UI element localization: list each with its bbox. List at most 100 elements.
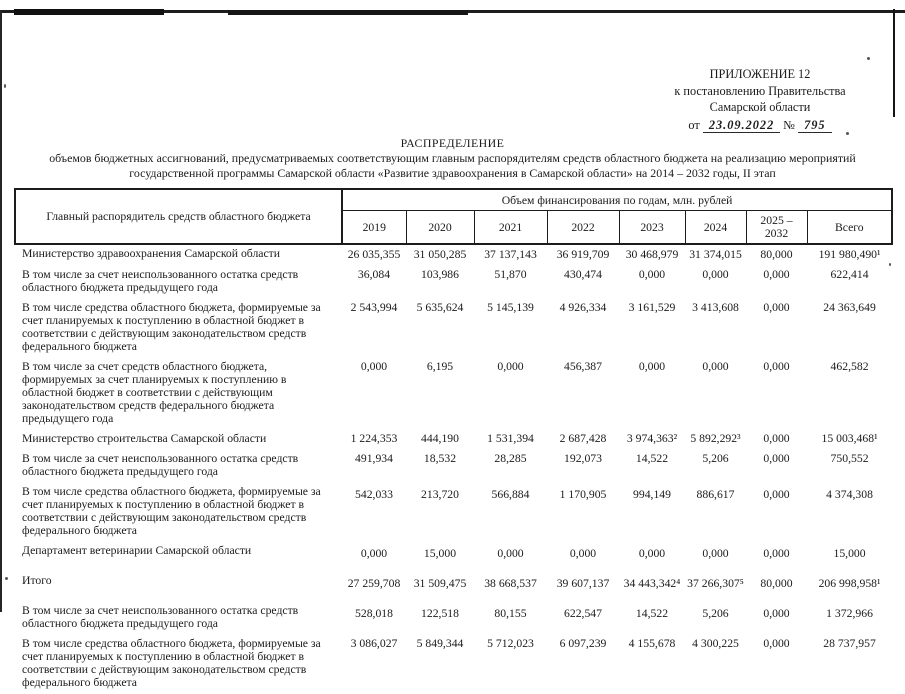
value-cell: 3 413,608: [692, 301, 739, 314]
value-cell: 3 086,027: [350, 637, 398, 650]
table-header-row: Главный распорядитель средств областного…: [14, 188, 894, 245]
value-cell: 5 635,624: [416, 301, 464, 314]
value-cell: 0,000: [638, 360, 666, 373]
date-from-label: от: [688, 117, 700, 132]
value-cell: 542,033: [355, 488, 393, 501]
value-cell: 0,000: [763, 637, 790, 650]
table-row: В том числе средства областного бюджета,…: [15, 635, 892, 694]
table-row: В том числе средства областного бюджета,…: [15, 299, 892, 358]
table-row: В том числе за счет неиспользованного ос…: [15, 602, 892, 635]
scan-speck: [4, 84, 6, 88]
header-year-2025-2032: 2025 – 2032: [745, 210, 808, 245]
value-cell: 0,000: [763, 547, 790, 560]
appendix-date-line: от 23.09.2022 № 795: [625, 117, 895, 134]
value-cell: 0,000: [360, 360, 388, 373]
value-cell: 31 374,015: [689, 248, 742, 261]
value-cell: 0,000: [638, 268, 666, 281]
value-cell: 0,000: [763, 607, 790, 620]
value-cell: 0,000: [638, 547, 666, 560]
number-sign: №: [783, 117, 796, 132]
table-row: В том числе за счет неиспользованного ос…: [15, 450, 892, 483]
value-cell: 27 259,708: [347, 577, 401, 590]
value-cell: 0,000: [763, 360, 790, 373]
value-cell: 15 003,468¹: [821, 432, 878, 445]
value-cell: 213,720: [421, 488, 459, 501]
appendix-line2: к постановлению Правительства: [674, 83, 846, 98]
row-label: Департамент ветеринарии Самарской област…: [22, 544, 252, 557]
value-cell: 622,414: [830, 268, 869, 281]
header-total: Всего: [806, 210, 894, 245]
table-row-total: Итого 27 259,708 31 509,475 38 668,537 3…: [15, 572, 892, 602]
handwritten-date: 23.09.2022: [702, 117, 781, 133]
value-cell: 15,000: [833, 547, 866, 560]
scan-speck: [867, 57, 870, 60]
value-cell: 0,000: [763, 268, 790, 281]
header-year-2024: 2024: [684, 210, 747, 245]
value-cell: 36,084: [357, 268, 391, 281]
value-cell: 37 137,143: [484, 248, 537, 261]
value-cell: 24 363,649: [823, 301, 876, 314]
value-cell: 18,532: [423, 452, 457, 465]
scan-speck: [5, 577, 8, 580]
value-cell: 0,000: [497, 360, 524, 373]
value-cell: 206 998,958¹: [818, 577, 881, 590]
value-cell: 0,000: [763, 432, 790, 445]
value-cell: 37 266,307⁵: [687, 577, 744, 590]
header-year-2021: 2021: [473, 210, 548, 245]
value-cell: 28 737,957: [823, 637, 876, 650]
value-cell: 4 300,225: [692, 637, 739, 650]
value-cell: 192,073: [564, 452, 602, 465]
value-cell: 6 097,239: [559, 637, 607, 650]
value-cell: 3 974,363²: [626, 432, 678, 445]
value-cell: 122,518: [421, 607, 459, 620]
value-cell: 0,000: [497, 547, 524, 560]
value-cell: 430,474: [564, 268, 602, 281]
value-cell: 0,000: [763, 301, 790, 314]
value-cell: 28,285: [494, 452, 527, 465]
row-label: Министерство здравоохранения Самарской о…: [22, 247, 281, 260]
table-row: Министерство здравоохранения Самарской о…: [15, 244, 892, 266]
value-cell: 3 161,529: [628, 301, 676, 314]
header-distributor: Главный распорядитель средств областного…: [14, 188, 343, 245]
header-financing-group: Объем финансирования по годам, млн. рубл…: [341, 188, 894, 211]
scan-speck: [889, 263, 891, 266]
value-cell: 622,547: [564, 607, 602, 620]
document-title: РАСПРЕДЕЛЕНИЕ объемов бюджетных ассигнов…: [0, 136, 905, 181]
value-cell: 1 372,966: [826, 607, 873, 620]
value-cell: 191 980,490¹: [818, 248, 881, 261]
row-label: В том числе средства областного бюджета,…: [22, 301, 321, 353]
header-year-2019: 2019: [341, 210, 407, 245]
row-label: В том числе за счет неиспользованного ос…: [22, 268, 299, 294]
row-label: Министерство строительства Самарской обл…: [22, 432, 267, 445]
value-cell: 1 170,905: [559, 488, 607, 501]
value-cell: 462,582: [830, 360, 869, 373]
value-cell: 2 543,994: [350, 301, 398, 314]
handwritten-number: 795: [798, 117, 832, 133]
value-cell: 30 468,979: [625, 248, 679, 261]
value-cell: 103,986: [421, 268, 459, 281]
appendix-line1: ПРИЛОЖЕНИЕ 12: [709, 67, 811, 81]
value-cell: 566,884: [491, 488, 530, 501]
row-label: В том числе средства областного бюджета,…: [22, 485, 321, 537]
value-cell: 491,934: [355, 452, 393, 465]
row-label: В том числе за счет неиспользованного ос…: [22, 452, 299, 478]
row-label: В том числе за счет средств областного б…: [22, 360, 287, 425]
value-cell: 5 145,139: [487, 301, 534, 314]
value-cell: 39 607,137: [556, 577, 610, 590]
table-row: В том числе за счет неиспользованного ос…: [15, 266, 892, 299]
header-year-2023: 2023: [618, 210, 686, 245]
value-cell: 4 374,308: [826, 488, 873, 501]
value-cell: 0,000: [360, 547, 388, 560]
value-cell: 34 443,342⁴: [623, 577, 681, 590]
value-cell: 994,149: [633, 488, 671, 501]
value-cell: 15,000: [423, 547, 457, 560]
value-cell: 0,000: [702, 360, 729, 373]
row-label: Итого: [22, 574, 52, 587]
value-cell: 0,000: [763, 488, 790, 501]
value-cell: 26 035,355: [347, 248, 401, 261]
row-label: В том числе средства областного бюджета,…: [22, 637, 321, 689]
title-line3: государственной программы Самарской обла…: [129, 166, 776, 180]
value-cell: 6,195: [426, 360, 454, 373]
value-cell: 80,000: [760, 248, 793, 261]
value-cell: 31 509,475: [413, 577, 467, 590]
